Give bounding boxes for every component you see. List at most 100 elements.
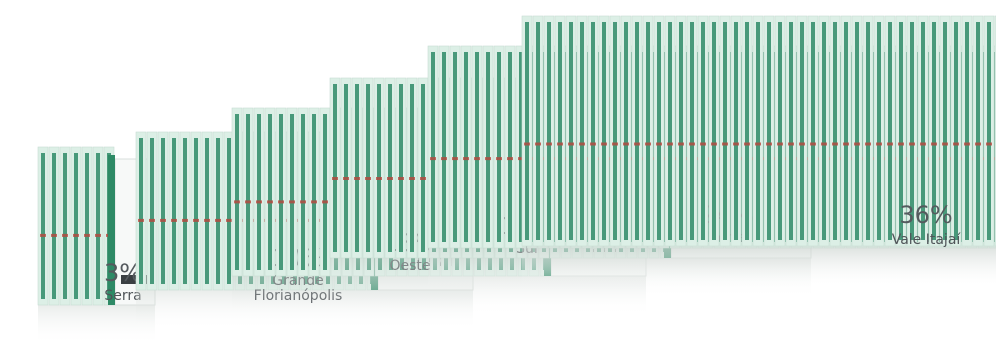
bar-reflection xyxy=(522,246,996,286)
spine-accent xyxy=(193,218,199,222)
spine-stripe xyxy=(150,138,154,284)
spine-stripe xyxy=(227,138,231,284)
spine-accent xyxy=(843,142,849,146)
spine-accent xyxy=(441,157,447,161)
spine-stripe xyxy=(822,22,826,240)
spine-stripe xyxy=(767,22,771,240)
spine-stripe xyxy=(344,84,348,252)
spine-accent xyxy=(766,142,772,146)
spine-accent xyxy=(909,142,915,146)
spine-stripe xyxy=(525,22,529,240)
spine-accent xyxy=(387,177,393,180)
spine-stripe xyxy=(954,22,958,240)
cover-logo xyxy=(121,275,149,284)
spine-stripe xyxy=(497,52,501,242)
category-label: Vale Itajaí xyxy=(892,232,962,248)
spine-stripe xyxy=(194,138,198,284)
spine-stripe xyxy=(290,114,294,270)
spine-accent xyxy=(215,218,221,222)
spine-stripe xyxy=(690,22,694,240)
spine-accent xyxy=(234,200,240,204)
spine-stripe xyxy=(388,84,392,252)
spine-stripe xyxy=(657,22,661,240)
spine-accent xyxy=(667,142,673,146)
spine-stripe xyxy=(965,22,969,240)
spine-stripe xyxy=(866,22,870,240)
spine-accent xyxy=(656,142,662,146)
spine-stripe xyxy=(899,22,903,240)
spine-accent xyxy=(898,142,904,146)
spine-accent xyxy=(601,142,607,146)
spine-stripe xyxy=(377,84,381,252)
spine-accent xyxy=(854,142,860,146)
spine-accent xyxy=(821,142,827,146)
spine-accent xyxy=(524,142,530,146)
spine-accent xyxy=(322,200,328,204)
spine-stripe xyxy=(679,22,683,240)
spine-stripe xyxy=(508,52,512,242)
spine-accent xyxy=(507,157,513,161)
spine-stripe xyxy=(475,52,479,242)
spine-stripe xyxy=(624,22,628,240)
spine-stripe xyxy=(486,52,490,242)
spine-stripe xyxy=(52,153,56,299)
spine-stripe xyxy=(635,22,639,240)
spine-stripe xyxy=(591,22,595,240)
spine-stripe xyxy=(723,22,727,240)
spine-stripe xyxy=(811,22,815,240)
spine-stripe xyxy=(932,22,936,240)
spine-accent xyxy=(634,142,640,146)
category-label: Serra xyxy=(104,288,141,304)
bar-reflection xyxy=(38,305,155,345)
spine-accent xyxy=(409,177,415,180)
spine-accent xyxy=(354,177,360,180)
spine-stripe xyxy=(519,52,523,242)
spine-accent xyxy=(700,142,706,146)
spine-stripe xyxy=(712,22,716,240)
spine-stripe xyxy=(399,84,403,252)
spine-accent xyxy=(204,218,210,222)
spine-stripe xyxy=(668,22,672,240)
spine-accent xyxy=(579,142,585,146)
spine-accent xyxy=(452,157,458,161)
spine-accent xyxy=(40,233,46,237)
spine-accent xyxy=(84,233,90,237)
spine-stripe xyxy=(569,22,573,240)
spine-accent xyxy=(744,142,750,146)
spine-accent xyxy=(420,177,426,180)
spine-stripe xyxy=(442,52,446,242)
spine-stripe xyxy=(558,22,562,240)
spine-accent xyxy=(975,142,981,146)
spine-accent xyxy=(755,142,761,146)
spine-stripe xyxy=(161,138,165,284)
spine-stripe xyxy=(613,22,617,240)
spine-stripe xyxy=(235,114,239,270)
spine-accent xyxy=(557,142,563,146)
spine-stripe xyxy=(453,52,457,242)
spine-stripe xyxy=(987,22,991,240)
spine-stripe xyxy=(778,22,782,240)
spine-stripe xyxy=(536,22,540,240)
spine-accent xyxy=(942,142,948,146)
spine-accent xyxy=(678,142,684,146)
spine-accent xyxy=(777,142,783,146)
spine-accent xyxy=(953,142,959,146)
spine-accent xyxy=(73,233,79,237)
spine-stripe xyxy=(74,153,78,299)
spine-accent xyxy=(343,177,349,180)
spine-accent xyxy=(430,157,436,161)
spine-stripe xyxy=(312,114,316,270)
spine-accent xyxy=(931,142,937,146)
spine-accent xyxy=(788,142,794,146)
spine-accent xyxy=(182,218,188,222)
spine-stripe xyxy=(257,114,261,270)
spine-stripe xyxy=(580,22,584,240)
spine-stripe xyxy=(877,22,881,240)
spine-stripe xyxy=(756,22,760,240)
spine-stripe xyxy=(888,22,892,240)
spine-stripe xyxy=(355,84,359,252)
spine-accent xyxy=(289,200,295,204)
spine-accent xyxy=(887,142,893,146)
spine-stripe xyxy=(421,84,425,252)
spine-accent xyxy=(733,142,739,146)
